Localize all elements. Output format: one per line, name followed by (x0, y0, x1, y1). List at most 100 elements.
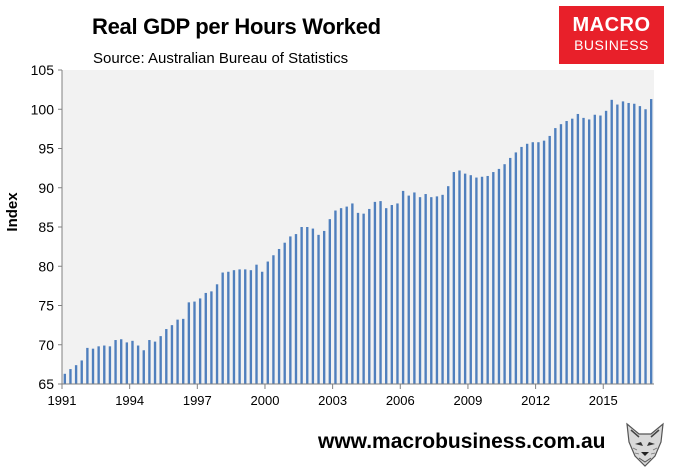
bar (463, 173, 467, 384)
bar (638, 106, 642, 385)
bar (165, 329, 168, 384)
bar (317, 234, 320, 384)
bar (492, 172, 495, 384)
y-axis-ticks: 65 70 75 80 85 90 95 100 105 (31, 62, 62, 392)
bar (322, 230, 326, 384)
chart-title: Real GDP per Hours Worked (92, 14, 381, 39)
bar (108, 346, 112, 384)
wolf-head-icon (621, 420, 669, 468)
bar (159, 336, 162, 384)
x-tick-label: 2006 (386, 393, 415, 408)
bar (86, 347, 89, 384)
bar (650, 99, 653, 385)
y-tick-label: 95 (38, 141, 54, 157)
x-tick-label: 2000 (251, 393, 280, 408)
x-tick-label: 1991 (48, 393, 77, 408)
y-axis-label: Index (4, 192, 21, 232)
bar (407, 195, 410, 384)
bar (182, 318, 185, 384)
bar (249, 270, 253, 384)
bar (531, 142, 534, 384)
bar (503, 164, 506, 384)
bar (244, 269, 247, 384)
bar (339, 208, 343, 384)
bar (176, 319, 179, 384)
bar (390, 205, 394, 384)
bar (644, 109, 647, 384)
bar (97, 346, 100, 384)
bar (548, 135, 551, 384)
x-tick-label: 1997 (183, 393, 212, 408)
bar (221, 272, 224, 384)
bar (424, 194, 427, 384)
bar (356, 212, 360, 384)
y-tick-label: 80 (38, 258, 54, 274)
bar (475, 177, 478, 384)
bar (136, 345, 140, 384)
bar (153, 341, 157, 384)
bar (616, 104, 619, 384)
bar (509, 157, 512, 384)
x-tick-label: 1994 (115, 393, 144, 408)
x-tick-label: 2012 (521, 393, 550, 408)
bar (633, 103, 636, 384)
y-tick-label: 75 (38, 298, 54, 314)
bar (430, 197, 433, 384)
bar (170, 325, 174, 385)
bar (571, 118, 574, 385)
bar (452, 172, 456, 384)
bar (215, 284, 219, 384)
x-tick-label: 2003 (318, 393, 347, 408)
bar (91, 348, 95, 384)
bar (351, 203, 354, 384)
x-tick-label: 2009 (453, 393, 482, 408)
bar (311, 228, 315, 384)
bar (63, 373, 67, 384)
bar (368, 208, 371, 384)
logo-line2: BUSINESS (574, 37, 649, 53)
bar (103, 345, 106, 384)
bar (447, 186, 450, 384)
bar (266, 261, 269, 384)
bar (125, 342, 129, 384)
bar (187, 302, 191, 384)
bar (537, 142, 540, 384)
bar (565, 121, 568, 385)
bar (362, 213, 365, 384)
website-url[interactable]: www.macrobusiness.com.au (318, 430, 606, 453)
bar (210, 291, 213, 384)
bar (120, 339, 123, 384)
bar (345, 206, 348, 384)
bar (289, 236, 292, 384)
bar-series (63, 99, 653, 385)
x-axis-ticks: 1991 1994 1997 2000 2003 2006 2009 2012 2015 (48, 384, 618, 408)
y-tick-label: 90 (38, 180, 54, 196)
y-tick-label: 105 (31, 62, 55, 78)
bar (69, 369, 72, 384)
bar (142, 350, 145, 384)
bar (418, 197, 422, 384)
bar (148, 340, 151, 384)
x-tick-label: 2015 (589, 393, 618, 408)
bar (554, 128, 557, 384)
bar (627, 102, 630, 384)
y-tick-label: 100 (31, 101, 55, 117)
bar (227, 271, 230, 384)
bar (260, 271, 264, 384)
bar (621, 101, 625, 385)
bar (379, 201, 382, 384)
bar (255, 264, 258, 384)
bar (582, 117, 585, 384)
bar (300, 227, 303, 384)
y-tick-label: 70 (38, 337, 54, 353)
bar (198, 298, 202, 384)
bar (587, 119, 591, 384)
bar (80, 360, 83, 384)
macro-business-logo[interactable]: MACRO BUSINESS (559, 6, 664, 64)
bar (272, 255, 275, 384)
bar (497, 168, 501, 384)
bar (74, 365, 78, 384)
bar (401, 190, 405, 384)
bar (559, 124, 563, 385)
